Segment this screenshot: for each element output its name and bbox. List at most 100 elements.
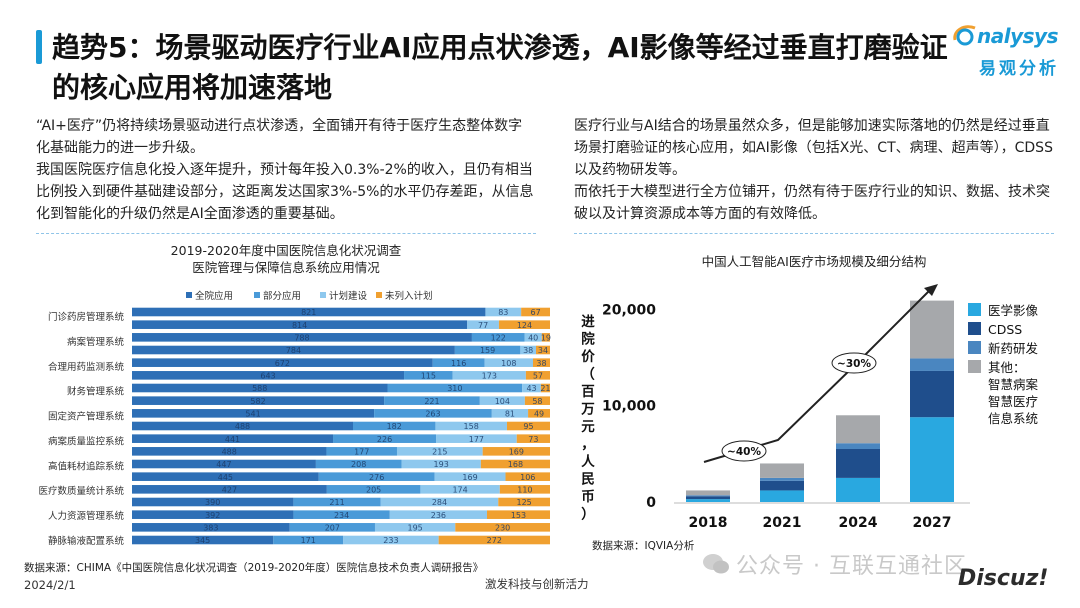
bar-segment	[506, 421, 550, 431]
bar-segment	[435, 421, 507, 431]
stack-segment	[836, 449, 880, 478]
bar-value-label: 57	[533, 371, 543, 380]
source-note-right: 数据来源：IQVIA分析	[592, 540, 695, 552]
bar-segment	[353, 421, 436, 431]
growth-arrow-line	[703, 287, 933, 463]
bar-value-label: 441	[225, 435, 240, 444]
bar-segment	[289, 523, 375, 532]
bar-segment	[479, 396, 525, 405]
bar-segment	[516, 434, 550, 443]
bar-value-label: 234	[334, 511, 349, 520]
bar-segment	[132, 371, 405, 380]
bar-value-label: 169	[462, 473, 477, 482]
bar-value-label: 814	[292, 321, 307, 330]
legend-label-2: 新药研发	[988, 341, 1039, 356]
stack-segment	[686, 495, 730, 497]
annotation-bubble-30	[831, 352, 877, 374]
bar-value-label: 83	[498, 308, 508, 317]
bar-value-label: 445	[218, 473, 233, 482]
bar-segment	[471, 333, 525, 342]
bar-segment	[482, 447, 550, 456]
ylabel-char: 价	[581, 349, 595, 365]
bar-segment	[522, 383, 541, 393]
bar-value-label: 182	[387, 422, 402, 431]
bar-value-label: 392	[205, 511, 220, 520]
legend-swatch-0	[186, 292, 192, 298]
ylabel-char: 币	[581, 489, 595, 505]
bar-value-label: 104	[495, 397, 510, 406]
bar-segment	[387, 383, 523, 393]
stack-segment	[686, 499, 730, 502]
bar-segment	[132, 447, 327, 456]
bar-value-label: 116	[451, 359, 466, 368]
left-paragraph-2: 我国医院医疗信息化投入逐年提升，预计每年投入0.3%-2%的收入，且仍有相当比例…	[36, 162, 534, 222]
bar-value-label: 788	[294, 333, 309, 342]
bar-value-label: 177	[354, 447, 369, 456]
ylabel-char: （	[581, 367, 595, 383]
stack-segment	[686, 496, 730, 500]
right-divider	[574, 233, 1054, 234]
bar-value-label: 541	[245, 409, 260, 418]
legend-label-0: 全院应用	[195, 290, 233, 302]
bar-value-label: 21	[540, 384, 550, 393]
stack-segment	[836, 477, 880, 502]
bar-segment	[132, 459, 316, 469]
bar-value-label: 208	[351, 460, 366, 469]
right-chart-ylabel: 进院价 （百万元 ，人民币 ）	[580, 314, 595, 523]
right-chart-axis: 0 10,000 20,000	[602, 302, 970, 511]
bar-segment	[374, 409, 492, 418]
bar-segment	[535, 345, 550, 355]
ylabel-char: 元	[581, 419, 595, 435]
bar-segment	[455, 523, 550, 532]
bar-value-label: 73	[528, 435, 538, 444]
annotation-30: ~30%	[837, 358, 871, 370]
bar-segment	[326, 447, 397, 456]
xtick-label: 2024	[839, 515, 878, 531]
stack-segment	[760, 463, 804, 478]
bar-segment	[273, 535, 344, 545]
bar-segment	[132, 510, 294, 519]
legend-swatch-1	[968, 322, 981, 335]
bar-segment	[132, 358, 433, 367]
bar-value-label: 67	[530, 308, 540, 317]
category-label: 门诊药房管理系统	[48, 311, 125, 323]
bar-value-label: 81	[505, 409, 515, 418]
bar-segment	[541, 333, 550, 342]
annotation-bubble-40	[721, 440, 767, 462]
bar-segment	[132, 383, 388, 393]
bar-value-label: 43	[526, 384, 536, 393]
ylabel-char: 院	[581, 331, 595, 348]
legend-label-1: 部分应用	[263, 290, 301, 302]
bar-value-label: 125	[516, 498, 531, 507]
bar-value-label: 447	[216, 460, 231, 469]
wechat-icon	[703, 554, 729, 574]
bar-segment	[491, 409, 529, 418]
right-paragraph-1: 医疗行业与AI结合的场景虽然众多，但是能够加速实际落地的仍然是经过垂直场景打磨验…	[574, 118, 1053, 178]
bar-value-label: 77	[478, 321, 488, 330]
analysys-logo: nalysys 易观分析	[953, 24, 1065, 84]
ytick-label: 10,000	[602, 399, 656, 415]
bar-value-label: 821	[301, 308, 316, 317]
bar-value-label: 272	[487, 536, 502, 545]
bar-value-label: 110	[517, 485, 532, 494]
stack-segment	[686, 490, 730, 496]
bar-value-label: 193	[434, 460, 449, 469]
left-chart-categories: 门诊药房管理系统病案管理系统合理用药监测系统财务管理系统固定资产管理系统病案质量…	[38, 311, 124, 547]
bar-value-label: 124	[517, 321, 532, 330]
bar-value-label: 40	[528, 333, 538, 342]
bar-segment	[132, 421, 354, 431]
bar-segment	[486, 510, 550, 519]
bar-segment	[454, 345, 521, 355]
bar-value-label: 122	[491, 333, 506, 342]
bar-segment	[525, 371, 550, 380]
source-note-left: 数据来源：CHIMA《中国医院信息化状况调查（2019-2020年度）医院信息技…	[24, 562, 484, 574]
legend-label-5: 智慧医疗	[988, 394, 1038, 409]
bar-segment	[293, 497, 381, 507]
category-label: 病案管理系统	[67, 336, 125, 348]
bar-segment	[132, 409, 375, 418]
stack-segment	[760, 477, 804, 481]
bar-segment	[132, 523, 290, 532]
bar-value-label: 153	[511, 511, 526, 520]
bar-segment	[540, 383, 550, 393]
